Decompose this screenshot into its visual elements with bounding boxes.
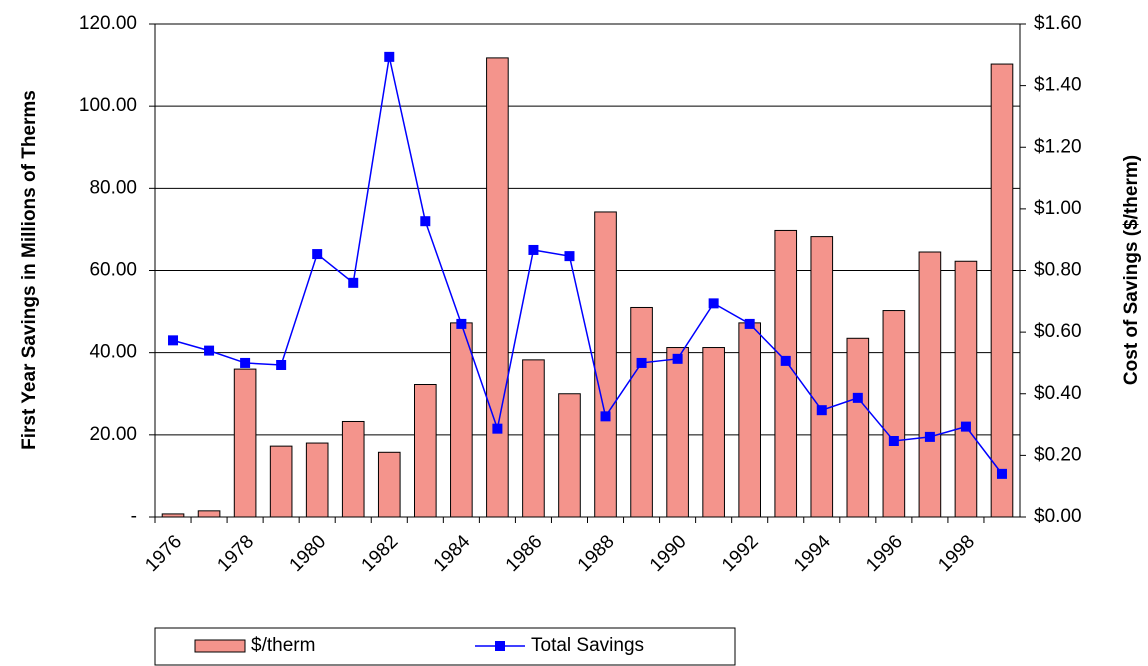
marker xyxy=(420,216,431,227)
y2-tick-label: $0.00 xyxy=(1034,506,1082,527)
x-tick-label: 1998 xyxy=(934,531,979,576)
marker xyxy=(528,244,539,255)
marker xyxy=(204,345,215,356)
marker xyxy=(780,355,791,366)
bar xyxy=(918,251,942,518)
bar xyxy=(990,63,1014,518)
legend-swatch xyxy=(194,639,246,653)
legend-label: $/therm xyxy=(251,635,315,656)
bar xyxy=(269,445,293,518)
y2-tick-label: $0.40 xyxy=(1034,383,1082,404)
bar xyxy=(630,306,653,518)
bar xyxy=(197,510,221,518)
marker xyxy=(960,421,971,432)
legend-swatch xyxy=(495,641,505,651)
x-tick-label: 1992 xyxy=(718,531,763,576)
bar xyxy=(810,236,834,518)
x-tick-label: 1990 xyxy=(646,531,691,576)
marker xyxy=(924,431,935,442)
bar xyxy=(738,322,761,518)
bar xyxy=(377,451,401,518)
bar xyxy=(305,442,329,518)
x-tick-label: 1984 xyxy=(430,531,475,576)
x-tick-label: 1986 xyxy=(502,531,547,576)
marker xyxy=(996,468,1007,479)
y2-tick-label: $0.80 xyxy=(1034,260,1082,281)
marker xyxy=(600,411,611,422)
x-tick-label: 1982 xyxy=(358,531,403,576)
legend xyxy=(154,627,736,666)
bar xyxy=(341,420,365,518)
marker xyxy=(168,335,179,346)
y-tick-label: - xyxy=(131,506,137,527)
bar xyxy=(161,513,185,518)
y2-tick-label: $0.60 xyxy=(1034,321,1082,342)
y-tick-label: 100.00 xyxy=(79,95,137,116)
marker xyxy=(672,353,683,364)
marker xyxy=(744,318,755,329)
y-tick-label: 80.00 xyxy=(89,177,137,198)
bar xyxy=(702,347,725,518)
marker xyxy=(492,423,503,434)
x-tick-label: 1996 xyxy=(862,531,907,576)
marker xyxy=(456,318,467,329)
marker xyxy=(816,405,827,416)
marker xyxy=(348,277,359,288)
marker xyxy=(708,298,719,309)
marker xyxy=(852,392,863,403)
marker xyxy=(276,359,287,370)
x-tick-label: 1994 xyxy=(790,531,835,576)
x-tick-label: 1978 xyxy=(213,531,258,576)
bar xyxy=(486,57,509,518)
bar xyxy=(666,347,689,518)
y-tick-label: 20.00 xyxy=(89,424,137,445)
y2-tick-label: $0.20 xyxy=(1034,444,1082,465)
y-tick-label: 120.00 xyxy=(79,13,137,34)
x-tick-label: 1976 xyxy=(141,531,186,576)
marker xyxy=(384,51,395,62)
bar xyxy=(558,393,581,518)
y2-tick-label: $1.20 xyxy=(1034,136,1082,157)
bar xyxy=(954,260,978,518)
bar xyxy=(774,229,798,518)
bar xyxy=(882,310,906,518)
bar xyxy=(522,359,545,518)
y2-tick-label: $1.40 xyxy=(1034,75,1082,96)
bar xyxy=(450,322,473,518)
y-axis-title: First Year Savings in Millions of Therms xyxy=(19,90,40,450)
marker xyxy=(240,357,251,368)
bar xyxy=(414,384,437,518)
y-tick-label: 40.00 xyxy=(89,342,137,363)
line xyxy=(172,56,1003,475)
legend-label: Total Savings xyxy=(531,635,644,656)
bar xyxy=(594,211,617,518)
marker xyxy=(636,357,647,368)
x-tick-label: 1988 xyxy=(574,531,619,576)
bar xyxy=(233,368,257,518)
bar xyxy=(846,337,870,518)
marker xyxy=(312,249,323,260)
y-tick-label: 60.00 xyxy=(89,260,137,281)
y2-tick-label: $1.00 xyxy=(1034,198,1082,219)
marker xyxy=(888,435,899,446)
x-tick-label: 1980 xyxy=(286,531,331,576)
marker xyxy=(564,251,575,262)
y2-tick-label: $1.60 xyxy=(1034,13,1082,34)
y2-axis-title: Cost of Savings ($/therm) xyxy=(1121,155,1142,385)
